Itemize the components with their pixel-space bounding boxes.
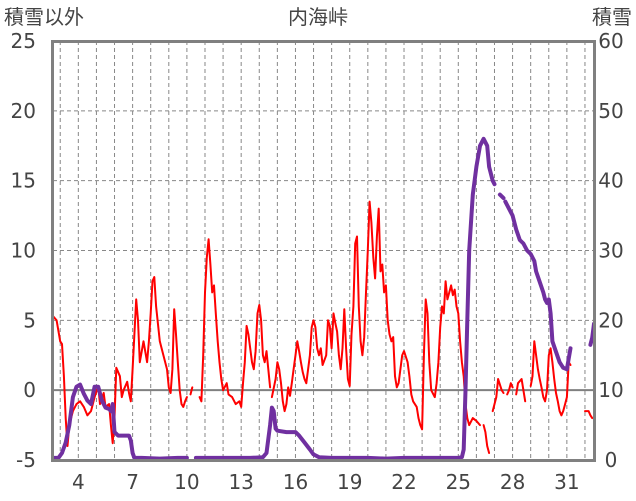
data-series	[51, 136, 596, 461]
other-series-line	[270, 200, 481, 431]
snow-depth-line	[503, 199, 573, 372]
left-tick-label: 0	[23, 378, 36, 402]
other-series-line	[491, 378, 505, 413]
snow-depth-line	[497, 192, 506, 201]
chart-title: 内海峠	[288, 5, 348, 29]
left-tick-label: 20	[11, 99, 36, 123]
plot-frame	[51, 40, 596, 462]
right-tick-label: 10	[598, 378, 623, 402]
right-tick-label: 0	[605, 448, 618, 472]
x-tick-label: 4	[72, 470, 85, 494]
x-tick-label: 31	[554, 470, 579, 494]
x-tick-label: 13	[228, 470, 253, 494]
other-series-line	[584, 410, 594, 420]
other-series-line	[506, 382, 514, 396]
right-tick-label: 60	[598, 29, 623, 53]
left-tick-label: 25	[11, 29, 36, 53]
x-tick-label: 16	[283, 470, 308, 494]
right-tick-label: 40	[598, 169, 623, 193]
right-tick-label: 20	[598, 308, 623, 332]
right-tick-label: 30	[598, 239, 623, 263]
left-tick-label: 10	[11, 239, 36, 263]
left-tick-label: 5	[23, 308, 36, 332]
snow-depth-line	[193, 136, 497, 461]
x-tick-label: 22	[391, 470, 416, 494]
other-series-line	[198, 238, 272, 408]
snow-depth-line	[51, 382, 189, 461]
x-tick-label: 7	[126, 470, 139, 494]
right-tick-label: 50	[598, 99, 623, 123]
left-tick-label: 15	[11, 169, 36, 193]
left-axis-title: 積雪以外	[4, 5, 84, 29]
other-series-line	[482, 424, 491, 454]
x-tick-label: 10	[174, 470, 199, 494]
right-axis-title: 積雪	[592, 5, 632, 29]
grid-lines	[53, 41, 594, 460]
left-tick-label: -5	[16, 448, 36, 472]
other-series-line	[189, 386, 194, 396]
x-tick-label: 19	[337, 470, 362, 494]
other-series-line	[52, 276, 188, 447]
other-series-line	[529, 340, 572, 417]
x-tick-label: 28	[500, 470, 525, 494]
other-series-line	[515, 378, 527, 403]
x-tick-label: 25	[446, 470, 471, 494]
